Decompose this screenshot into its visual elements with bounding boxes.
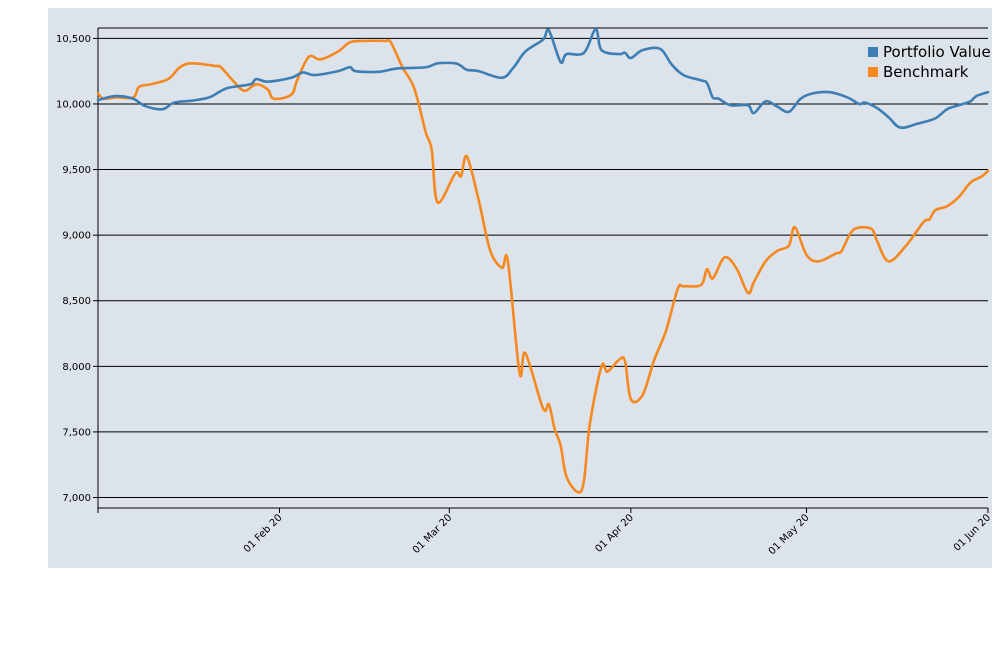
y-tick-label: 9,000 <box>62 231 91 242</box>
grid-lines <box>98 27 988 499</box>
benchmark-legend-swatch <box>868 67 878 77</box>
line-chart: 7,000 7,500 8,000 8,500 9,000 9,500 10,000 10,5… <box>56 27 992 557</box>
benchmark-legend-label: Benchmark <box>883 63 969 81</box>
series-layer <box>96 27 990 494</box>
x-tick-label: 01 Mar 20 <box>411 512 455 556</box>
portfolio-value-line <box>96 27 990 130</box>
y-tick-label: 10,000 <box>56 99 91 110</box>
y-tick-label: 7,500 <box>62 427 91 438</box>
chart-panel: 7,000 7,500 8,000 8,500 9,000 9,500 10,000 10,5… <box>48 8 992 568</box>
y-tick-label: 9,500 <box>62 165 91 176</box>
axes: 7,000 7,500 8,000 8,500 9,000 9,500 10,000 10,5… <box>56 28 992 557</box>
y-tick-label: 10,500 <box>56 34 91 45</box>
y-tick-label: 8,000 <box>62 362 91 373</box>
benchmark-line <box>96 38 990 494</box>
legend: Portfolio Value Benchmark <box>868 43 991 81</box>
portfolio-value-legend-swatch <box>868 47 878 57</box>
x-tick-label: 01 Feb 20 <box>242 512 285 555</box>
y-tick-label: 8,500 <box>62 296 91 307</box>
x-tick-label: 01 Apr 20 <box>593 512 636 555</box>
x-tick-label: 01 Jun 20 <box>952 512 992 553</box>
y-tick-label: 7,000 <box>62 493 91 504</box>
portfolio-value-legend-label: Portfolio Value <box>883 43 991 61</box>
x-tick-label: 01 May 20 <box>767 512 812 557</box>
